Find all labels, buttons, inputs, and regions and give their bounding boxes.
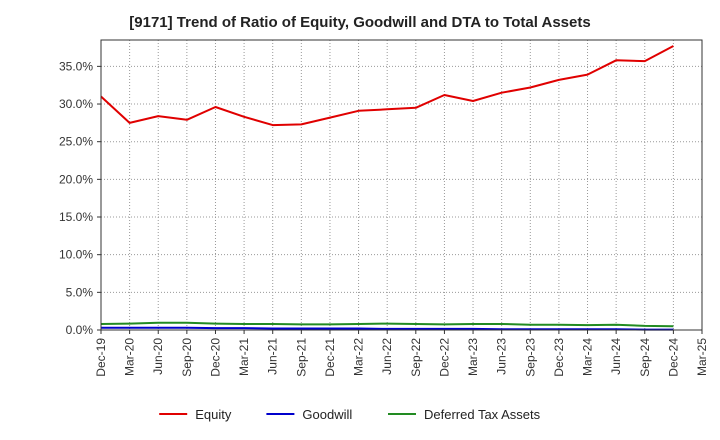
x-tick-label: Dec-23 (552, 338, 566, 377)
x-tick-label: Mar-22 (352, 338, 366, 376)
x-tick-label: Jun-23 (495, 338, 509, 375)
x-tick-label: Mar-24 (581, 338, 595, 376)
series-line-goodwill (101, 326, 674, 331)
axis-layer: Dec-19 Mar-20 Jun-20 Sep-20 Dec-20 Mar-21 Jun-… (59, 59, 709, 376)
x-tick-label: Dec-21 (323, 338, 337, 377)
x-tick-label: Dec-20 (208, 338, 222, 377)
series-layer (100, 45, 674, 331)
x-tick-label: Jun-22 (380, 338, 394, 375)
x-tick-label: Sep-20 (180, 338, 194, 377)
x-tick-label: Mar-25 (695, 338, 709, 376)
series-line-equity (100, 45, 674, 127)
x-tick-label: Sep-21 (294, 338, 308, 377)
plot-area (100, 39, 703, 331)
y-tick-label: 30.0% (59, 97, 93, 111)
series-line-deferred-tax-assets (100, 321, 674, 328)
y-tick-label: 35.0% (59, 59, 93, 73)
y-tick-label: 20.0% (59, 172, 93, 186)
chart-title: [9171] Trend of Ratio of Equity, Goodwil… (129, 14, 591, 31)
x-tick-label: Dec-19 (94, 338, 108, 377)
x-tick-label: Sep-22 (409, 338, 423, 377)
legend-label-deferred-tax-assets: Deferred Tax Assets (424, 407, 541, 422)
x-tick-label: Dec-22 (437, 338, 451, 377)
x-tick-label: Dec-24 (666, 338, 680, 377)
x-tick-label: Mar-23 (466, 338, 480, 376)
y-tick-label: 15.0% (59, 210, 93, 224)
y-tick-label: 25.0% (59, 135, 93, 149)
y-tick-label: 10.0% (59, 248, 93, 262)
y-tick-label: 0.0% (66, 323, 94, 337)
grid-layer (101, 40, 702, 330)
x-tick-label: Jun-20 (151, 338, 165, 375)
x-tick-label: Sep-23 (523, 338, 537, 377)
legend-label-equity: Equity (195, 407, 232, 422)
y-tick-label: 5.0% (66, 285, 94, 299)
x-tick-label: Mar-20 (123, 338, 137, 376)
x-tick-label: Jun-21 (266, 338, 280, 375)
x-tick-label: Sep-24 (638, 338, 652, 377)
legend: Equity Goodwill Deferred Tax Assets (159, 407, 541, 422)
x-tick-label: Mar-21 (237, 338, 251, 376)
legend-label-goodwill: Goodwill (302, 407, 352, 422)
x-tick-label: Jun-24 (609, 338, 623, 375)
